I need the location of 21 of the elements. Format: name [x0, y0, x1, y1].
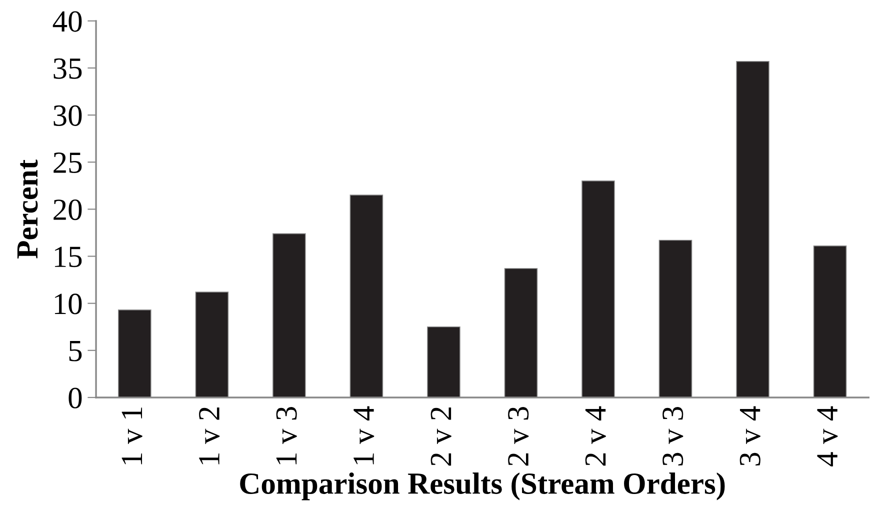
x-tick-label: 1 v 1	[122, 408, 142, 464]
x-tick-label: 3 v 3	[662, 407, 684, 466]
y-tick-label: 30	[54, 105, 82, 126]
x-tick-label: 4 v 4	[817, 406, 838, 466]
y-tick-label: 5	[69, 341, 82, 362]
x-tick-label: 3 v 4	[740, 406, 760, 466]
y-tick-label: 15	[54, 246, 82, 268]
y-tick-label: 20	[54, 199, 82, 220]
y-tick-label: 0	[68, 388, 82, 408]
y-tick-label: 40	[52, 11, 82, 32]
y-tick-label: 25	[54, 152, 82, 174]
x-tick-label: 1 v 2	[199, 408, 220, 464]
y-tick-label: 35	[54, 58, 82, 79]
x-tick-label: 2 v 2	[430, 408, 452, 466]
x-axis-title: Comparison Results (Stream Orders)	[240, 472, 725, 500]
y-axis-title: Percent	[17, 160, 38, 258]
x-tick-label: 1 v 3	[276, 407, 297, 464]
x-tick-label: 1 v 4	[354, 406, 374, 464]
y-tick-label: 10	[54, 294, 82, 314]
x-tick-label: 2 v 3	[508, 407, 529, 466]
x-tick-label: 2 v 4	[585, 406, 606, 466]
